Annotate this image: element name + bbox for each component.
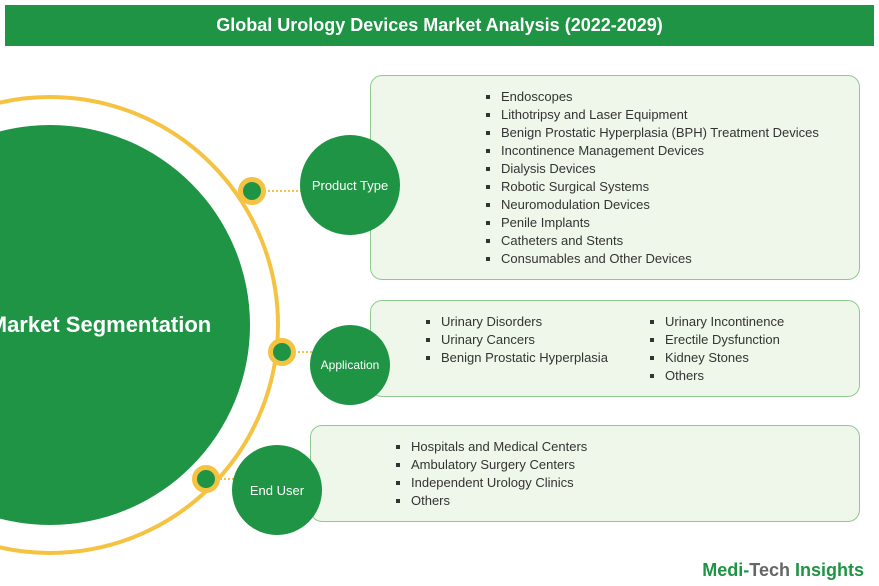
list-item: Others — [411, 493, 839, 508]
footer-part2: Tech — [749, 560, 795, 580]
list-item: Neuromodulation Devices — [501, 197, 839, 212]
list-item: Benign Prostatic Hyperplasia (BPH) Treat… — [501, 125, 839, 140]
list-item: Lithotripsy and Laser Equipment — [501, 107, 839, 122]
connector-node-2 — [268, 338, 296, 366]
footer-part1: Medi- — [702, 560, 749, 580]
list-item: Erectile Dysfunction — [665, 332, 839, 347]
list-item: Others — [665, 368, 839, 383]
footer-part3: Insights — [795, 560, 864, 580]
connector-node-1 — [238, 177, 266, 205]
list-item: Kidney Stones — [665, 350, 839, 365]
category-end-user: End User — [232, 445, 322, 535]
list-item: Ambulatory Surgery Centers — [411, 457, 839, 472]
list-item: Urinary Cancers — [441, 332, 615, 347]
list-item: Consumables and Other Devices — [501, 251, 839, 266]
connector-node-3 — [192, 465, 220, 493]
list-item: Incontinence Management Devices — [501, 143, 839, 158]
list-item: Benign Prostatic Hyperplasia — [441, 350, 615, 365]
list-item: Endoscopes — [501, 89, 839, 104]
list-item: Hospitals and Medical Centers — [411, 439, 839, 454]
list-item: Independent Urology Clinics — [411, 475, 839, 490]
list-item: Catheters and Stents — [501, 233, 839, 248]
footer-logo: Medi-Tech Insights — [702, 560, 864, 581]
application-col2: Urinary Incontinence Erectile Dysfunction… — [615, 311, 839, 386]
panel-end-user: Hospitals and Medical Centers Ambulatory … — [310, 425, 860, 522]
list-item: Robotic Surgical Systems — [501, 179, 839, 194]
end-user-list: Hospitals and Medical Centers Ambulatory … — [331, 439, 839, 508]
category-application: Application — [310, 325, 390, 405]
header-title: Global Urology Devices Market Analysis (… — [5, 5, 874, 46]
list-item: Urinary Incontinence — [665, 314, 839, 329]
list-item: Penile Implants — [501, 215, 839, 230]
list-item: Dialysis Devices — [501, 161, 839, 176]
panel-application: Urinary Disorders Urinary Cancers Benign P… — [370, 300, 860, 397]
category-product-type: Product Type — [300, 135, 400, 235]
application-col1: Urinary Disorders Urinary Cancers Benign P… — [391, 311, 615, 386]
main-circle-label: Market Segmentation — [0, 312, 211, 338]
panel-product-type: Endoscopes Lithotripsy and Laser Equipmen… — [370, 75, 860, 280]
product-type-list: Endoscopes Lithotripsy and Laser Equipmen… — [391, 89, 839, 266]
list-item: Urinary Disorders — [441, 314, 615, 329]
